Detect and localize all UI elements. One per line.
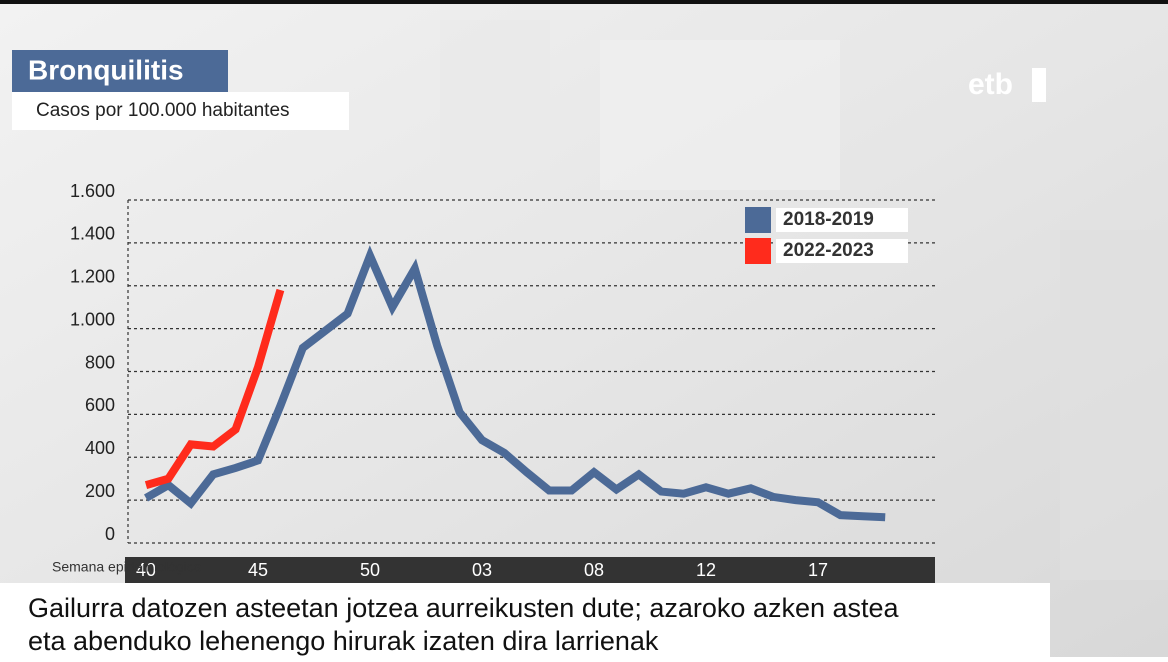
y-tick-label: 1.000: [70, 309, 115, 329]
y-tick-label: 800: [85, 352, 115, 372]
logo-bar: [1032, 68, 1046, 102]
x-tick-label: 40: [136, 560, 156, 580]
y-tick-label: 0: [105, 524, 115, 544]
x-tick-label: 03: [472, 560, 492, 580]
x-tick-label: 08: [584, 560, 604, 580]
bg-building: [600, 40, 840, 190]
title-box: [12, 50, 228, 92]
y-tick-label: 600: [85, 395, 115, 415]
caption-line: Gailurra datozen asteetan jotzea aurreik…: [28, 593, 900, 623]
legend-label-box: [776, 208, 908, 232]
caption-box: [0, 583, 1050, 657]
y-tick-label: 1.200: [70, 267, 115, 287]
logo: etb: [968, 68, 1013, 101]
x-tick-label: 12: [696, 560, 716, 580]
subtitle-box: [12, 92, 349, 130]
y-tick-label: 400: [85, 438, 115, 458]
legend-label-box: [776, 239, 908, 263]
chart-title: Bronquilitis: [28, 54, 184, 85]
legend-swatch: [745, 207, 771, 233]
x-tick-label: 45: [248, 560, 268, 580]
y-tick-label: 1.600: [70, 181, 115, 201]
caption-line: eta abenduko lehenengo hirurak izaten di…: [28, 626, 659, 656]
chart-subtitle: Casos por 100.000 habitantes: [36, 100, 290, 121]
x-axis-label: Semana epidemiológica: [52, 559, 202, 575]
y-tick-label: 1.400: [70, 224, 115, 244]
x-axis-bar: [125, 557, 935, 583]
y-tick-label: 200: [85, 481, 115, 501]
bg-building: [1060, 230, 1168, 580]
series-line: [144, 288, 285, 489]
x-tick-label: 50: [360, 560, 380, 580]
legend-label: 2022-2023: [783, 240, 874, 261]
x-tick-label: 17: [808, 560, 828, 580]
legend-label: 2018-2019: [783, 209, 874, 230]
top-border: [0, 0, 1168, 4]
bg-building: [440, 20, 550, 170]
legend-swatch: [745, 238, 771, 264]
series-line: [144, 245, 886, 522]
